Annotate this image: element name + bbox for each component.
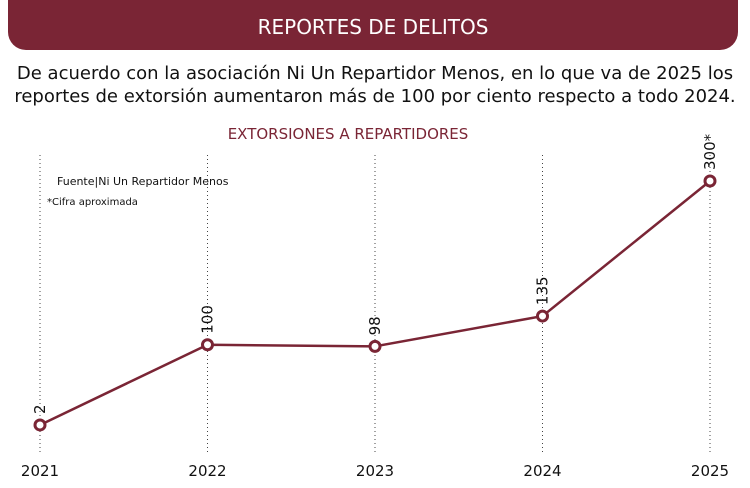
- x-tick-label: 2025: [691, 462, 729, 480]
- point: [703, 174, 717, 188]
- x-tick-label: 2024: [523, 462, 561, 480]
- value-label: 2: [31, 404, 49, 414]
- header-title: REPORTES DE DELITOS: [8, 0, 738, 50]
- note: *Cifra aproximada: [47, 197, 138, 208]
- x-tick-label: 2023: [356, 462, 394, 480]
- value-label: 300*: [701, 133, 719, 170]
- point: [201, 338, 214, 352]
- value-label: 135: [534, 276, 552, 305]
- point: [536, 309, 549, 323]
- chart-title: EXTORSIONES A REPARTIDORES: [228, 125, 469, 143]
- line: [39, 180, 711, 427]
- subtitle: De acuerdo con la asociación Ni Un Repar…: [14, 63, 736, 107]
- value-label: 100: [199, 305, 217, 334]
- point: [368, 339, 382, 353]
- x-tick-label: 2021: [21, 462, 59, 480]
- point: [33, 418, 47, 432]
- x-tick-label: 2022: [188, 462, 226, 480]
- value-label: 98: [366, 316, 384, 335]
- source: Fuente|Ni Un Repartidor Menos: [57, 175, 229, 188]
